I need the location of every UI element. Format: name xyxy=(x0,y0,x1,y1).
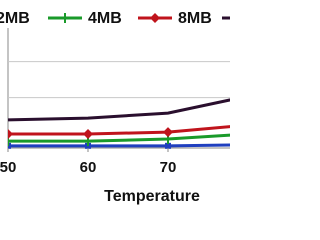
legend-label: 4MB xyxy=(88,10,122,27)
x-tick-label: 50 xyxy=(0,159,16,176)
series-line xyxy=(8,125,230,136)
marker xyxy=(163,127,173,138)
legend-label: 2MB xyxy=(0,10,30,27)
marker xyxy=(60,13,70,23)
plot-area xyxy=(8,61,230,149)
marker xyxy=(8,128,13,139)
x-tick-label: 70 xyxy=(160,159,177,176)
series-line xyxy=(8,133,230,143)
marker xyxy=(8,136,13,147)
marker xyxy=(83,128,93,139)
marker xyxy=(165,142,171,149)
page: {"chart_data":{"type":"line","x_label":"… xyxy=(0,10,230,206)
x-tick-label: 60 xyxy=(80,159,97,176)
x-axis-title: Temperature xyxy=(104,188,200,205)
series-line xyxy=(8,98,230,122)
chart: Temperature 50 60 70 2MB 4MB 8MB xyxy=(0,10,230,205)
marker xyxy=(150,13,160,23)
legend-label: 8MB xyxy=(178,10,212,27)
marker xyxy=(8,142,11,149)
series-line xyxy=(8,143,230,148)
